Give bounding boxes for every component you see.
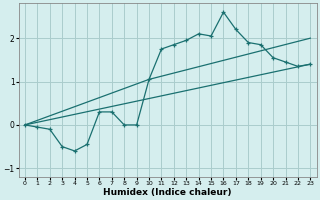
X-axis label: Humidex (Indice chaleur): Humidex (Indice chaleur) [103, 188, 232, 197]
